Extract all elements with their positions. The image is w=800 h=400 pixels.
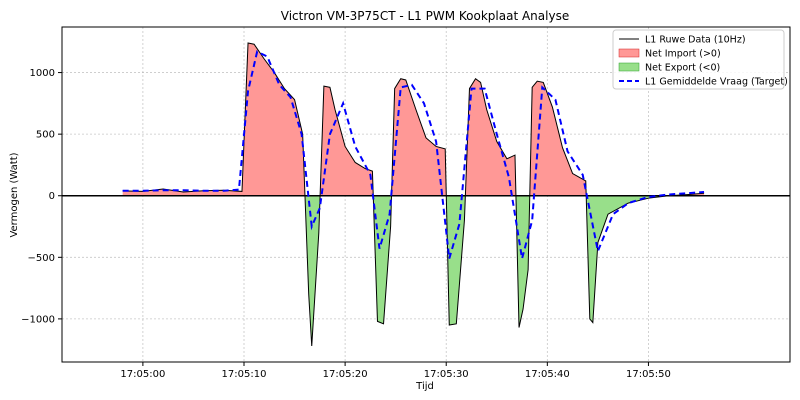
legend-label: Net Import (>0) <box>645 49 721 60</box>
target-demand-line <box>122 50 705 259</box>
x-tick-label: 17:05:40 <box>525 369 570 380</box>
legend: L1 Ruwe Data (10Hz) Net Import (>0) Net Ex… <box>612 29 788 90</box>
legend-label: L1 Gemiddelde Vraag (Target) <box>645 77 788 88</box>
x-tick-label: 17:05:00 <box>120 369 165 380</box>
y-tick-label: −500 <box>28 253 55 264</box>
net-import-area <box>122 43 705 196</box>
y-tick-label: −1000 <box>21 314 55 325</box>
x-axis-title: Tijd <box>415 381 434 392</box>
x-tick-label: 17:05:20 <box>323 369 368 380</box>
legend-label: Net Export (<0) <box>645 63 720 74</box>
y-axis-title: Vermogen (Watt) <box>9 152 20 237</box>
legend-export-swatch <box>618 62 640 72</box>
y-tick-label: 1000 <box>30 68 55 79</box>
y-tick-label: 500 <box>36 130 55 141</box>
legend-import-swatch <box>618 48 640 58</box>
legend-box <box>612 29 785 90</box>
plot-frame <box>61 26 791 363</box>
chart-title: Victron VM-3P75CT - L1 PWM Kookplaat Ana… <box>281 9 569 23</box>
legend-label: L1 Ruwe Data (10Hz) <box>645 35 746 46</box>
x-tick-label: 17:05:50 <box>626 369 671 380</box>
x-tick-label: 17:05:10 <box>222 369 267 380</box>
x-tick-label: 17:05:30 <box>424 369 469 380</box>
y-tick-label: 0 <box>49 191 55 202</box>
raw-data-line <box>122 42 705 347</box>
